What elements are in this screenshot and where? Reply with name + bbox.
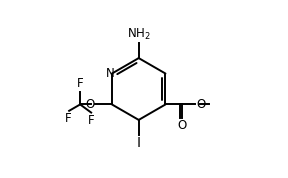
Text: F: F bbox=[65, 112, 71, 125]
Text: F: F bbox=[88, 114, 94, 127]
Text: I: I bbox=[137, 136, 141, 150]
Text: O: O bbox=[85, 98, 95, 111]
Text: N: N bbox=[105, 67, 114, 80]
Text: O: O bbox=[178, 119, 187, 132]
Text: O: O bbox=[196, 98, 205, 111]
Text: NH$_2$: NH$_2$ bbox=[127, 27, 151, 42]
Text: F: F bbox=[77, 77, 84, 90]
